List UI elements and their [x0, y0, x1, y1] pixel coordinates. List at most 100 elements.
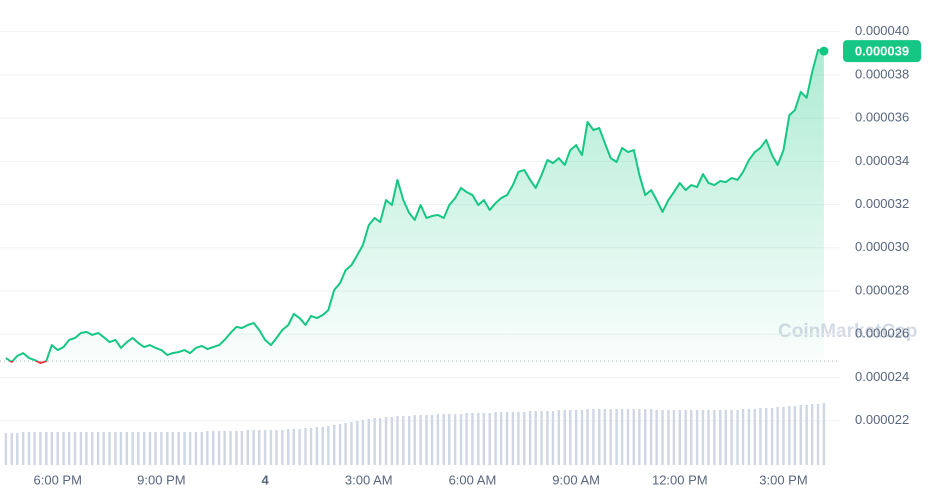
x-tick-label: 4 — [261, 472, 269, 487]
y-tick-label: 0.000034 — [855, 153, 909, 168]
price-badge-label: 0.000039 — [855, 44, 909, 59]
volume-bar — [609, 409, 612, 465]
volume-bar — [206, 431, 209, 465]
volume-bar — [246, 430, 249, 465]
volume-bar — [200, 432, 204, 465]
volume-bar — [701, 410, 705, 465]
volume-bar — [523, 412, 526, 465]
x-tick-label: 3:00 AM — [345, 472, 393, 487]
volume-bar — [499, 412, 503, 465]
volume-bar — [252, 430, 255, 465]
volume-bar — [799, 405, 802, 465]
price-badge — [843, 40, 921, 63]
volume-bar — [453, 414, 457, 465]
volume-bar — [177, 432, 180, 465]
volume-bar — [407, 416, 411, 465]
volume-bar — [212, 431, 215, 465]
volume-bar — [321, 427, 324, 465]
volume-bar — [569, 410, 572, 465]
area — [5, 50, 824, 362]
volume-bar — [603, 409, 607, 465]
volume-bar — [45, 432, 48, 465]
volume-bar — [482, 413, 486, 465]
volume-bar — [338, 424, 342, 465]
volume-bar — [119, 432, 123, 465]
x-tick-label: 6:00 AM — [449, 472, 497, 487]
y-tick-label: 0.000036 — [855, 110, 909, 125]
volume-bar — [91, 432, 94, 465]
x-tick-label: 3:00 PM — [759, 472, 807, 487]
volume-bar — [142, 432, 146, 465]
y-tick-label: 0.000022 — [855, 412, 909, 427]
x-tick-label: 6:00 PM — [34, 472, 82, 487]
volume-bar — [580, 410, 584, 465]
volume-bar — [661, 410, 664, 465]
y-tick-label: 0.000040 — [855, 23, 909, 38]
volume-bar — [298, 429, 301, 465]
volume-bar — [194, 432, 198, 465]
volume-bar — [413, 415, 416, 465]
volume-bar — [10, 433, 13, 465]
volume-bar — [488, 413, 491, 465]
volume-bar — [67, 432, 71, 465]
volume-bar — [770, 408, 774, 465]
volume-bar — [281, 430, 284, 465]
volume-bar — [390, 417, 394, 465]
volume-bar — [494, 412, 497, 465]
volume-bar — [166, 432, 169, 465]
volume-bar — [465, 413, 468, 465]
volume-bar — [378, 418, 382, 465]
volume-bar — [644, 409, 647, 465]
volume-bar — [557, 410, 561, 465]
volume-bar — [384, 417, 388, 465]
volume-bar — [240, 431, 244, 465]
y-tick-label: 0.000028 — [855, 282, 909, 297]
volume-bar — [620, 409, 624, 465]
volume-bar — [598, 409, 601, 465]
y-tick-label: 0.000038 — [855, 66, 909, 81]
volume-bar — [4, 433, 8, 465]
x-tick-label: 9:00 AM — [552, 472, 600, 487]
x-tick-label: 9:00 PM — [137, 472, 185, 487]
volume-bar — [678, 410, 682, 465]
volume-bar — [741, 409, 745, 465]
volume-bar — [304, 428, 307, 465]
volume-bar — [263, 430, 267, 465]
volume-bar — [402, 416, 405, 465]
volume-bar — [333, 425, 336, 465]
volume-bar — [436, 414, 440, 465]
volume-bar — [793, 406, 797, 465]
volume-bar — [672, 410, 676, 465]
volume-bar — [160, 432, 163, 465]
volume-bar — [315, 427, 319, 465]
volume-bar — [235, 431, 238, 465]
volume-bar — [21, 432, 25, 465]
volume-bar — [822, 403, 826, 465]
volume-bar — [563, 410, 566, 465]
volume-bar — [816, 404, 820, 465]
volume-bar — [586, 409, 589, 465]
volume-bar — [137, 432, 140, 465]
volume-bar — [171, 432, 175, 465]
volume-bar — [327, 426, 330, 465]
volume-bar — [287, 429, 290, 465]
volume-bar — [258, 430, 261, 465]
volume-bar — [27, 432, 31, 465]
volume-bar — [223, 431, 226, 465]
volume-bar — [125, 432, 129, 465]
volume-bar — [183, 432, 186, 465]
volume-bar — [471, 413, 474, 465]
volume-bar — [574, 410, 578, 465]
volume-bar — [309, 428, 313, 465]
volume-bar — [632, 409, 636, 465]
volume-bar — [719, 410, 722, 465]
volume-bar — [459, 414, 463, 465]
y-tick-label: 0.000026 — [855, 326, 909, 341]
volume-bar — [344, 423, 347, 465]
volume-bar — [154, 432, 157, 465]
volume-bar — [759, 408, 762, 465]
volume-bar — [50, 432, 54, 465]
volume-bar — [747, 409, 751, 465]
x-tick-label: 12:00 PM — [652, 472, 708, 487]
